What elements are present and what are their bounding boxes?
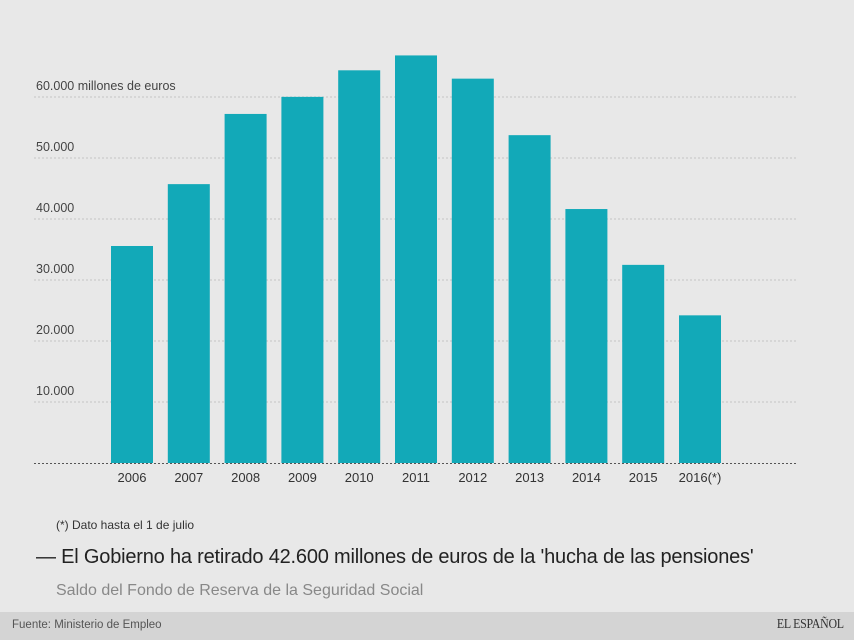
bar-2007 xyxy=(167,184,210,464)
x-tick-label: 2014 xyxy=(572,470,601,485)
bar-2008 xyxy=(224,113,267,463)
y-tick-label: 60.000 millones de euros xyxy=(36,79,176,93)
bar-2010 xyxy=(338,70,381,463)
y-tick-label: 50.000 xyxy=(36,140,74,154)
bar-2011 xyxy=(395,55,437,464)
y-tick-label: 20.000 xyxy=(36,323,74,337)
bar-2016 xyxy=(679,315,721,463)
y-tick-label: 30.000 xyxy=(36,262,74,276)
bar-2009 xyxy=(281,96,324,464)
title-text: El Gobierno ha retirado 42.600 millones … xyxy=(61,546,754,568)
x-tick-label: 2010 xyxy=(345,470,374,485)
bar-2012 xyxy=(451,78,494,464)
x-tick-label: 2012 xyxy=(458,470,487,485)
bars xyxy=(111,55,721,464)
bar-2015 xyxy=(622,264,665,463)
bar-chart: 10.000 20.000 30.000 40.000 50.000 60.000 mil… xyxy=(34,55,796,485)
x-tick-label: 2015 xyxy=(629,470,658,485)
y-tick-label: 40.000 xyxy=(36,201,74,215)
y-tick-label: 10.000 xyxy=(36,384,74,398)
bar-2013 xyxy=(508,135,551,463)
chart-title: — El Gobierno ha retirado 42.600 millone… xyxy=(36,546,754,569)
x-tick-label: 2007 xyxy=(174,470,203,485)
brand-logo: EL ESPAÑOL xyxy=(777,617,844,632)
title-dash: — xyxy=(36,546,56,568)
bar-2014 xyxy=(565,209,608,463)
x-tick-label: 2008 xyxy=(231,470,260,485)
x-tick-label: 2013 xyxy=(515,470,544,485)
footer-bar: Fuente: Ministerio de Empleo EL ESPAÑOL xyxy=(0,612,854,640)
x-axis-labels: 2006 2007 2008 2009 2010 2011 2012 2013 2014 2015… xyxy=(118,470,722,485)
y-axis-labels: 10.000 20.000 30.000 40.000 50.000 60.000 mil… xyxy=(36,79,176,398)
source-credit: Fuente: Ministerio de Empleo xyxy=(12,619,162,631)
x-tick-label: 2009 xyxy=(288,470,317,485)
bar-2006 xyxy=(111,245,153,463)
footnote: (*) Dato hasta el 1 de julio xyxy=(56,518,195,532)
chart-subtitle: Saldo del Fondo de Reserva de la Segurid… xyxy=(56,582,424,599)
x-tick-label: 2016(*) xyxy=(679,470,722,485)
x-tick-label: 2006 xyxy=(118,470,147,485)
x-tick-label: 2011 xyxy=(402,470,430,485)
